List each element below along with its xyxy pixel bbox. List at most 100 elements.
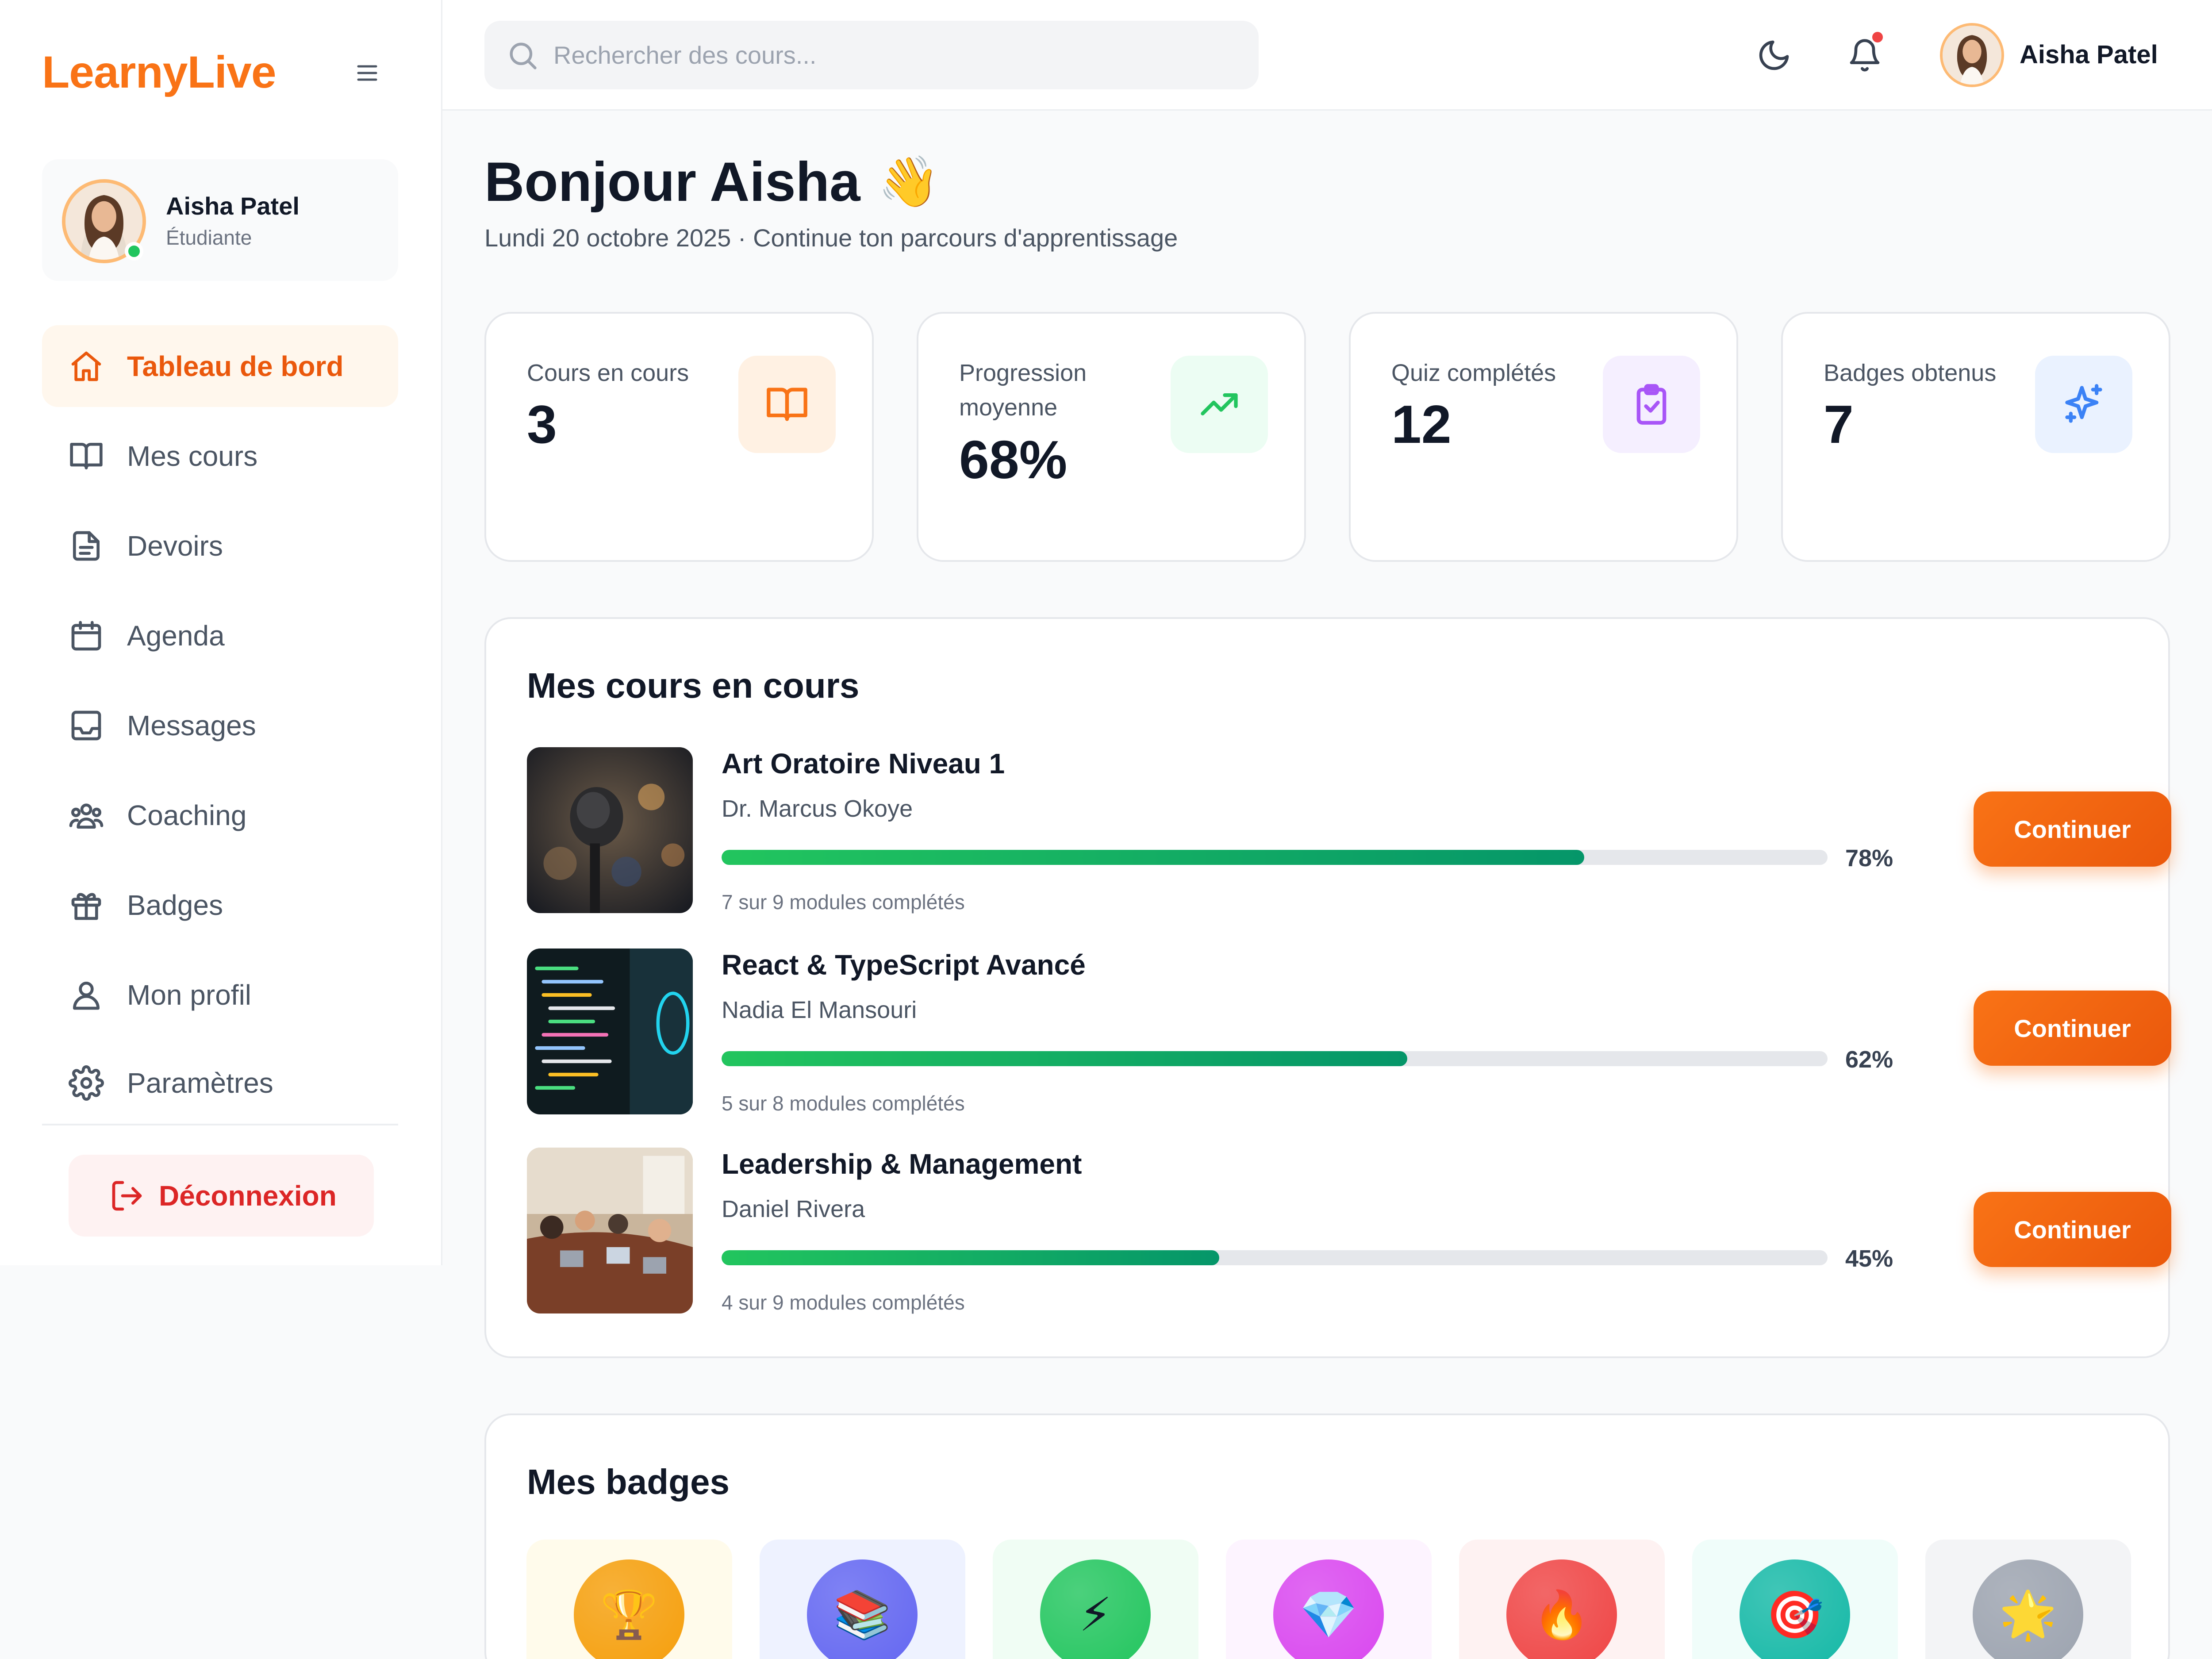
course-title: React & TypeScript Avancé bbox=[722, 949, 1086, 981]
logout-icon bbox=[112, 1181, 142, 1210]
sidebar-item-badges[interactable]: Badges bbox=[42, 864, 398, 946]
clipboard-check-icon bbox=[1636, 384, 1667, 425]
stat-card-progress: Progression moyenne 68% bbox=[917, 312, 1306, 562]
book-icon bbox=[767, 388, 807, 421]
stat-value: 7 bbox=[1824, 394, 1854, 454]
sidebar-item-dashboard[interactable]: Tableau de bord bbox=[42, 325, 398, 407]
stat-icon-box bbox=[1603, 356, 1700, 453]
stat-value: 12 bbox=[1391, 394, 1452, 454]
search-input[interactable] bbox=[553, 41, 1217, 69]
course-title: Art Oratoire Niveau 1 bbox=[722, 748, 1005, 780]
page-title: Bonjour Aisha 👋 bbox=[484, 150, 940, 214]
badge-tile[interactable]: 🔥 bbox=[1459, 1540, 1665, 1659]
sidebar-item-label: Devoirs bbox=[127, 530, 223, 562]
book-icon bbox=[70, 442, 103, 469]
search-bar[interactable] bbox=[484, 21, 1259, 89]
app-logo[interactable]: LearnyLive bbox=[42, 47, 276, 97]
course-teacher: Daniel Rivera bbox=[722, 1196, 865, 1222]
badges-section-title: Mes badges bbox=[527, 1462, 730, 1502]
document-icon bbox=[73, 531, 100, 561]
logout-label: Déconnexion bbox=[159, 1179, 337, 1212]
continue-course-button[interactable]: Continuer bbox=[1974, 791, 2171, 867]
stat-icon-box bbox=[1171, 356, 1268, 453]
stat-value: 68% bbox=[959, 430, 1068, 490]
continue-course-button[interactable]: Continuer bbox=[1974, 991, 2171, 1066]
lightning-icon: ⚡ bbox=[1040, 1559, 1151, 1659]
top-avatar[interactable] bbox=[1940, 23, 2004, 87]
courses-panel: Mes cours en cours Art Oratoire Niveau 1… bbox=[484, 617, 2171, 1358]
sidebar-item-label: Mes cours bbox=[127, 440, 258, 472]
sidebar-item-messages[interactable]: Messages bbox=[42, 684, 398, 766]
star-icon: 🌟 bbox=[1973, 1559, 2083, 1659]
sparkles-icon bbox=[2065, 384, 2102, 423]
badge-tile[interactable]: 💎 bbox=[1226, 1540, 1432, 1659]
sidebar-item-label: Messages bbox=[127, 709, 256, 741]
course-thumbnail-meeting bbox=[527, 1148, 693, 1313]
fire-icon: 🔥 bbox=[1506, 1559, 1617, 1659]
home-icon bbox=[71, 351, 101, 381]
stat-label: Cours en cours bbox=[527, 360, 689, 386]
courses-section-title: Mes cours en cours bbox=[527, 666, 860, 705]
badge-tile[interactable]: 🎯 bbox=[1692, 1540, 1898, 1659]
continue-course-button[interactable]: Continuer bbox=[1974, 1192, 2171, 1267]
sidebar: LearnyLive Aisha Patel Étudiante Tableau… bbox=[0, 0, 442, 1265]
stat-icon-box bbox=[2035, 356, 2132, 453]
course-teacher: Nadia El Mansouri bbox=[722, 997, 917, 1023]
waving-hand-icon: 👋 bbox=[878, 154, 940, 209]
notifications-button[interactable] bbox=[1847, 30, 1885, 73]
course-thumbnail-code bbox=[527, 949, 693, 1114]
sidebar-item-courses[interactable]: Mes cours bbox=[42, 415, 398, 497]
stat-icon-box bbox=[738, 356, 836, 453]
sidebar-item-label: Mon profil bbox=[127, 979, 251, 1011]
inbox-icon bbox=[71, 710, 101, 740]
profile-card[interactable]: Aisha Patel Étudiante bbox=[42, 159, 398, 281]
badge-tile[interactable]: 📚 bbox=[760, 1540, 965, 1659]
users-icon bbox=[69, 803, 104, 829]
course-item[interactable]: React & TypeScript Avancé Nadia El Manso… bbox=[527, 949, 2171, 1117]
moon-icon[interactable] bbox=[1756, 38, 1792, 73]
course-item[interactable]: Leadership & Management Daniel Rivera 45… bbox=[527, 1148, 2171, 1316]
course-progress-bar bbox=[722, 850, 1828, 865]
course-progress-fill bbox=[722, 850, 1584, 865]
stat-label: Badges obtenus bbox=[1824, 360, 1997, 386]
course-progress-percent: 45% bbox=[1845, 1245, 1893, 1272]
course-progress-bar bbox=[722, 1250, 1828, 1265]
profile-name: Aisha Patel bbox=[166, 192, 300, 220]
sidebar-item-label: Tableau de bord bbox=[127, 350, 344, 382]
course-item[interactable]: Art Oratoire Niveau 1 Dr. Marcus Okoye 7… bbox=[527, 747, 2171, 915]
sidebar-item-profile[interactable]: Mon profil bbox=[42, 954, 398, 1036]
greeting-text: Bonjour Aisha bbox=[484, 151, 860, 213]
trophy-icon: 🏆 bbox=[574, 1559, 684, 1659]
logout-button[interactable]: Déconnexion bbox=[69, 1155, 374, 1237]
top-user-name[interactable]: Aisha Patel bbox=[2020, 40, 2158, 69]
stat-card-quizzes: Quiz complétés 12 bbox=[1349, 312, 1738, 562]
hamburger-menu-icon[interactable] bbox=[352, 60, 383, 86]
bell-icon bbox=[1850, 39, 1880, 72]
course-teacher: Dr. Marcus Okoye bbox=[722, 795, 913, 822]
course-progress-bar bbox=[722, 1051, 1828, 1066]
gift-icon bbox=[71, 893, 101, 920]
course-modules-count: 7 sur 9 modules complétés bbox=[722, 891, 965, 914]
topbar: Aisha Patel bbox=[442, 0, 2212, 111]
sidebar-item-label: Coaching bbox=[127, 799, 247, 831]
calendar-icon bbox=[71, 621, 101, 650]
badge-tile[interactable]: ⚡ bbox=[993, 1540, 1198, 1659]
sidebar-item-label: Agenda bbox=[127, 619, 225, 652]
gem-icon: 💎 bbox=[1273, 1559, 1384, 1659]
course-title: Leadership & Management bbox=[722, 1148, 1082, 1180]
gear-icon bbox=[69, 1065, 104, 1101]
sidebar-item-settings[interactable]: Paramètres bbox=[42, 1042, 398, 1124]
books-icon: 📚 bbox=[807, 1559, 918, 1659]
course-modules-count: 5 sur 8 modules complétés bbox=[722, 1092, 965, 1115]
badge-tile[interactable]: 🌟 bbox=[1925, 1540, 2131, 1659]
sidebar-item-coaching[interactable]: Coaching bbox=[42, 774, 398, 856]
badge-tile[interactable]: 🏆 bbox=[526, 1540, 732, 1659]
profile-role: Étudiante bbox=[166, 226, 252, 249]
course-thumbnail-microphone bbox=[527, 747, 693, 913]
sidebar-item-agenda[interactable]: Agenda bbox=[42, 595, 398, 676]
course-progress-percent: 78% bbox=[1845, 845, 1893, 872]
sidebar-item-assignments[interactable]: Devoirs bbox=[42, 505, 398, 587]
stat-value: 3 bbox=[527, 394, 557, 454]
target-icon: 🎯 bbox=[1740, 1559, 1850, 1659]
search-icon bbox=[510, 42, 537, 69]
